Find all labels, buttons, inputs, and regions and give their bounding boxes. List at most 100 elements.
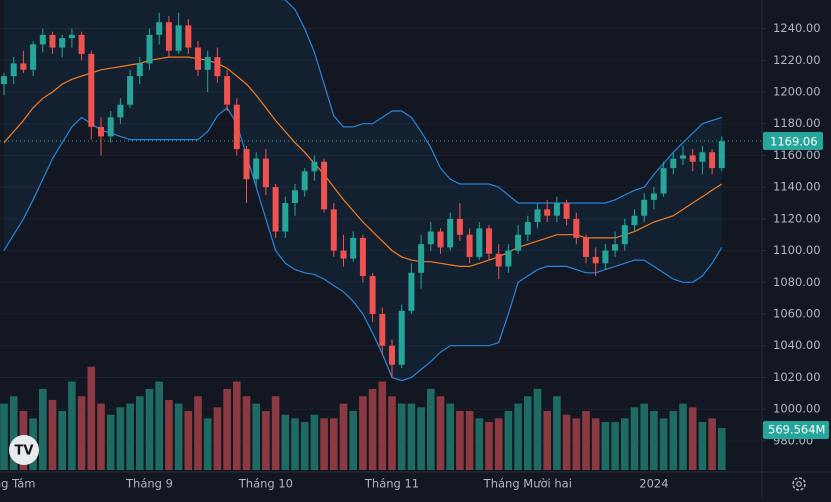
candle-body	[544, 209, 551, 216]
volume-bar	[271, 396, 280, 470]
volume-bar	[194, 396, 202, 470]
volume-bar	[436, 396, 445, 470]
volume-bar	[456, 411, 464, 470]
volume-bar	[165, 399, 173, 470]
x-tick-label: Tháng Tám	[0, 477, 35, 491]
y-tick-label: 1200.00	[773, 84, 821, 98]
candle-body	[214, 57, 221, 77]
volume-bar	[572, 418, 581, 470]
candle-body	[447, 218, 454, 248]
candle-body	[98, 126, 104, 137]
volume-bar	[475, 418, 484, 470]
volume-bar	[252, 403, 260, 470]
volume-bar	[106, 414, 115, 470]
candle-body	[534, 209, 541, 223]
candle-body	[301, 171, 308, 191]
last-volume-box	[763, 420, 829, 439]
volume-bar	[494, 418, 503, 470]
volume-bar	[174, 403, 183, 470]
volume-bar	[533, 388, 542, 470]
volume-bar	[310, 414, 319, 470]
candle-body	[10, 63, 17, 77]
volume-bar	[708, 418, 716, 470]
candle-body	[456, 218, 463, 235]
y-tick-label: 1220.00	[773, 53, 821, 67]
last-price-box	[763, 132, 823, 151]
volume-bar	[116, 407, 125, 470]
y-tick-label: 1120.00	[773, 211, 821, 225]
candle-body	[573, 218, 580, 238]
candle-body	[650, 193, 657, 200]
last-volume-label: 569.564M	[768, 422, 825, 436]
volume-bar	[97, 403, 105, 470]
candle-body	[369, 275, 376, 315]
candle-body	[30, 44, 37, 70]
last-price-label: 1169.06	[770, 135, 818, 149]
volume-bar	[242, 396, 251, 470]
candle-body	[505, 250, 512, 267]
x-tick-label: Tháng 11	[364, 477, 419, 491]
candle-body	[563, 203, 570, 219]
volume-bar	[223, 388, 231, 470]
candle-body	[156, 22, 163, 35]
volume-bar	[48, 399, 57, 470]
y-tick-label: 1080.00	[773, 275, 821, 289]
volume-bar	[465, 411, 474, 470]
candle-body	[476, 228, 483, 257]
candle-body	[709, 152, 716, 169]
volume-bar	[291, 418, 299, 470]
volume-bar	[582, 411, 590, 470]
band-upper	[283, 0, 722, 204]
volume-bar	[504, 411, 513, 470]
volume-bar	[126, 403, 134, 470]
volume-bar	[184, 411, 193, 470]
volume-bar	[320, 418, 328, 470]
candle-body	[175, 25, 182, 51]
candle-body	[631, 215, 638, 226]
volume-bar	[669, 411, 678, 470]
candle-body	[350, 237, 357, 259]
logo: TV	[9, 435, 39, 465]
volume-bar	[659, 418, 668, 470]
volume-bar	[718, 427, 726, 470]
volume-bar	[39, 388, 47, 470]
settings-icon[interactable]	[792, 477, 806, 491]
volume-bar	[688, 407, 697, 470]
candle-body	[243, 149, 250, 180]
y-tick-label: 1000.00	[773, 402, 821, 416]
band-fill	[4, 0, 722, 381]
candle-body	[321, 161, 328, 210]
svg-text:TV: TV	[15, 444, 34, 459]
volume-bar	[543, 411, 551, 470]
volume-bar	[77, 396, 86, 470]
candle-body	[185, 25, 192, 48]
candle-body	[495, 253, 502, 267]
x-tick-label: 2024	[639, 477, 668, 491]
volume-bar	[407, 403, 416, 470]
candle-body	[107, 117, 114, 137]
candle-body	[515, 234, 522, 251]
candle-body	[117, 104, 124, 118]
candle-body	[282, 203, 289, 232]
candle-body	[292, 190, 298, 204]
volume-bar	[0, 403, 8, 470]
y-tick-label: 1180.00	[773, 116, 821, 130]
volume-bar	[388, 396, 396, 470]
candle-body	[660, 168, 667, 194]
volume-bar	[553, 396, 561, 470]
candle-body	[718, 141, 725, 169]
volume-bar	[203, 418, 212, 470]
volume-bar	[68, 381, 76, 470]
candle-body	[127, 76, 134, 105]
band-middle	[3, 56, 723, 267]
y-tick-label: 1040.00	[773, 338, 821, 352]
volume-bar	[621, 418, 629, 470]
candle-body	[59, 38, 66, 48]
candle-body	[379, 314, 386, 346]
candle-body	[224, 76, 231, 105]
volume-bar	[213, 407, 222, 470]
candle-body	[689, 155, 696, 162]
volume-bar	[87, 366, 96, 470]
volume-bar	[281, 414, 290, 470]
